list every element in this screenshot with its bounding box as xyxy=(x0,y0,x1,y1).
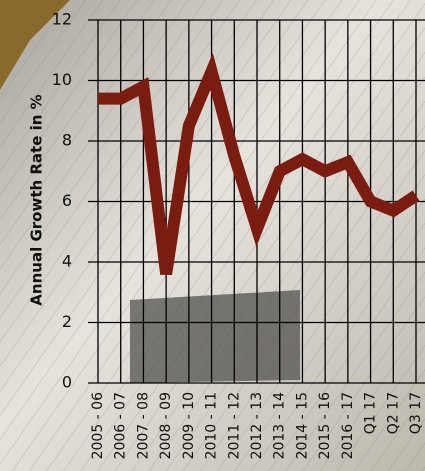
y-tick-label: 8 xyxy=(62,131,72,150)
x-tick-label: Q2 17 xyxy=(385,392,401,434)
y-tick-label: 12 xyxy=(52,10,72,29)
x-tick-label: 2011 - 12 xyxy=(226,392,242,459)
x-tick-label: 2010 - 11 xyxy=(204,392,220,459)
background-shape xyxy=(130,290,300,383)
corner-accent xyxy=(0,0,70,90)
x-tick-label: 2008 - 09 xyxy=(158,392,174,459)
x-tick-label: 2005 - 06 xyxy=(90,392,106,459)
data-line xyxy=(98,52,420,276)
x-tick-label: 2015 - 16 xyxy=(317,392,333,459)
y-axis-title: Annual Growth Rate in % xyxy=(28,94,46,305)
x-tick-label: Q3 17 xyxy=(408,392,424,434)
y-tick-label: 0 xyxy=(62,373,72,392)
x-tick-label: 2012 - 13 xyxy=(249,392,265,459)
x-tick-label: 2007 - 08 xyxy=(135,392,151,459)
x-tick-label: 2006 - 07 xyxy=(113,392,129,459)
y-tick-label: 2 xyxy=(62,312,72,331)
y-tick-label: 6 xyxy=(62,191,72,210)
x-tick-label: 2013 - 14 xyxy=(272,392,288,459)
x-tick-label: 2009 - 10 xyxy=(181,392,197,459)
x-tick-label: Q1 17 xyxy=(363,392,379,434)
y-tick-label: 4 xyxy=(62,252,72,271)
x-tick-label: 2014 - 15 xyxy=(294,392,310,459)
x-tick-label: 2016 - 17 xyxy=(340,392,356,459)
y-tick-label: 10 xyxy=(52,70,72,89)
